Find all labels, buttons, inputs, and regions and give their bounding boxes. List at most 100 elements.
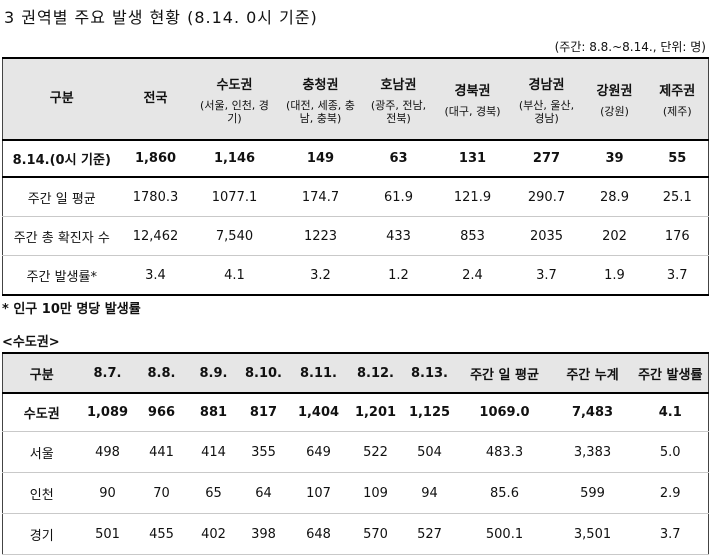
table-cell: 174.7 bbox=[278, 177, 363, 217]
table-row: 수도권 1,089 966 881 817 1,404 1,201 1,125 … bbox=[2, 393, 709, 432]
header-cell: 호남권 (광주, 전남, 전북) bbox=[362, 58, 435, 141]
table-cell: 39 bbox=[582, 140, 647, 178]
table-cell: 61.9 bbox=[362, 177, 435, 217]
table-cell: 1780.3 bbox=[120, 177, 191, 217]
table-cell: 853 bbox=[434, 216, 511, 256]
table-cell: 121.9 bbox=[434, 177, 511, 217]
table-cell: 1,089 bbox=[80, 393, 135, 432]
table-cell: 주간 발생률* bbox=[2, 255, 121, 296]
table-cell: 주간 일 평균 bbox=[2, 177, 121, 217]
header-cell: 8.12. bbox=[348, 353, 403, 394]
table-cell: 1.9 bbox=[582, 255, 647, 296]
table-cell: 570 bbox=[348, 513, 403, 555]
table-cell: 455 bbox=[134, 513, 189, 555]
page-title: 3 권역별 주요 발생 현황 (8.14. 0시 기준) bbox=[4, 8, 318, 27]
table-cell: 4.1 bbox=[632, 393, 709, 432]
table-cell: 4.1 bbox=[190, 255, 279, 296]
header-cell: 주간 발생률 bbox=[632, 353, 709, 394]
table-cell: 522 bbox=[348, 431, 403, 473]
table-cell: 94 bbox=[402, 472, 457, 514]
table-cell: 2.4 bbox=[434, 255, 511, 296]
table-cell: 648 bbox=[288, 513, 349, 555]
unit-note: (주간: 8.8.~8.14., 단위: 명) bbox=[554, 40, 706, 54]
header-cell: 구분 bbox=[2, 58, 121, 141]
header-cell: 경남권 (부산, 울산, 경남) bbox=[510, 58, 583, 141]
table-cell: 3.7 bbox=[646, 255, 709, 296]
table-cell: 1,201 bbox=[348, 393, 403, 432]
table-cell: 109 bbox=[348, 472, 403, 514]
table-cell: 1,404 bbox=[288, 393, 349, 432]
header-cell: 제주권 (제주) bbox=[646, 58, 709, 141]
table-cell: 402 bbox=[188, 513, 239, 555]
table-cell: 176 bbox=[646, 216, 709, 256]
table-cell: 1,860 bbox=[120, 140, 191, 178]
header-cell: 구분 bbox=[2, 353, 81, 394]
section-label: <수도권> bbox=[2, 335, 60, 350]
table-cell: 3.4 bbox=[120, 255, 191, 296]
table-cell: 414 bbox=[188, 431, 239, 473]
table-cell: 441 bbox=[134, 431, 189, 473]
header-cell: 전국 bbox=[120, 58, 191, 141]
table-cell: 55 bbox=[646, 140, 709, 178]
table-cell: 7,483 bbox=[552, 393, 633, 432]
table-cell: 3.2 bbox=[278, 255, 363, 296]
table-cell: 398 bbox=[238, 513, 289, 555]
capital-area-table: 구분 8.7. 8.8. 8.9. 8.10. 8.11. 8.12. 8.13… bbox=[2, 352, 709, 555]
table-cell: 85.6 bbox=[456, 472, 553, 514]
table-row: 서울 498 441 414 355 649 522 504 483.3 3,3… bbox=[2, 431, 709, 473]
header-cell: 8.11. bbox=[288, 353, 349, 394]
table-cell: 500.1 bbox=[456, 513, 553, 555]
table-cell: 483.3 bbox=[456, 431, 553, 473]
table-cell: 2.9 bbox=[632, 472, 709, 514]
table-cell: 12,462 bbox=[120, 216, 191, 256]
table-row: 경기 501 455 402 398 648 570 527 500.1 3,5… bbox=[2, 513, 709, 555]
table-cell: 501 bbox=[80, 513, 135, 555]
header-cell: 주간 일 평균 bbox=[456, 353, 553, 394]
table-cell: 355 bbox=[238, 431, 289, 473]
table-cell: 504 bbox=[402, 431, 457, 473]
table-cell: 5.0 bbox=[632, 431, 709, 473]
table-cell: 25.1 bbox=[646, 177, 709, 217]
header-cell: 8.8. bbox=[134, 353, 189, 394]
table-cell: 277 bbox=[510, 140, 583, 178]
table-cell: 107 bbox=[288, 472, 349, 514]
table-cell: 서울 bbox=[2, 431, 81, 473]
table-row: 주간 일 평균 1780.3 1077.1 174.7 61.9 121.9 2… bbox=[2, 177, 709, 217]
table-cell: 64 bbox=[238, 472, 289, 514]
table-cell: 인천 bbox=[2, 472, 81, 514]
header-cell: 8.7. bbox=[80, 353, 135, 394]
table-cell: 1.2 bbox=[362, 255, 435, 296]
table-cell: 주간 총 확진자 수 bbox=[2, 216, 121, 256]
table-cell: 149 bbox=[278, 140, 363, 178]
table-cell: 881 bbox=[188, 393, 239, 432]
header-cell: 8.9. bbox=[188, 353, 239, 394]
table-cell: 3,501 bbox=[552, 513, 633, 555]
regional-summary-table: 구분 전국 수도권 (서울, 인천, 경기) 충청권 (대전, 세종, 충남, 충북… bbox=[2, 57, 709, 296]
table-cell: 2035 bbox=[510, 216, 583, 256]
table-cell: 28.9 bbox=[582, 177, 647, 217]
header-cell: 충청권 (대전, 세종, 충남, 충북) bbox=[278, 58, 363, 141]
table-cell: 63 bbox=[362, 140, 435, 178]
table-cell: 649 bbox=[288, 431, 349, 473]
table-header-row: 구분 8.7. 8.8. 8.9. 8.10. 8.11. 8.12. 8.13… bbox=[2, 353, 709, 394]
table-row: 8.14.(0시 기준) 1,860 1,146 149 63 131 277 … bbox=[2, 140, 709, 178]
table-cell: 3,383 bbox=[552, 431, 633, 473]
table-cell: 1077.1 bbox=[190, 177, 279, 217]
table-cell: 1069.0 bbox=[456, 393, 553, 432]
table-cell: 7,540 bbox=[190, 216, 279, 256]
table-cell: 131 bbox=[434, 140, 511, 178]
table-cell: 290.7 bbox=[510, 177, 583, 217]
table-cell: 65 bbox=[188, 472, 239, 514]
table-cell: 90 bbox=[80, 472, 135, 514]
header-cell: 수도권 (서울, 인천, 경기) bbox=[190, 58, 279, 141]
table-cell: 70 bbox=[134, 472, 189, 514]
table-cell: 8.14.(0시 기준) bbox=[2, 140, 121, 178]
table-header-row: 구분 전국 수도권 (서울, 인천, 경기) 충청권 (대전, 세종, 충남, 충북… bbox=[2, 58, 709, 141]
table-row: 인천 90 70 65 64 107 109 94 85.6 599 2.9 bbox=[2, 472, 709, 514]
footnote: * 인구 10만 명당 발생률 bbox=[2, 302, 141, 317]
header-cell: 경북권 (대구, 경북) bbox=[434, 58, 511, 141]
table-row: 주간 총 확진자 수 12,462 7,540 1223 433 853 203… bbox=[2, 216, 709, 256]
table-cell: 817 bbox=[238, 393, 289, 432]
table-cell: 3.7 bbox=[510, 255, 583, 296]
header-cell: 8.10. bbox=[238, 353, 289, 394]
